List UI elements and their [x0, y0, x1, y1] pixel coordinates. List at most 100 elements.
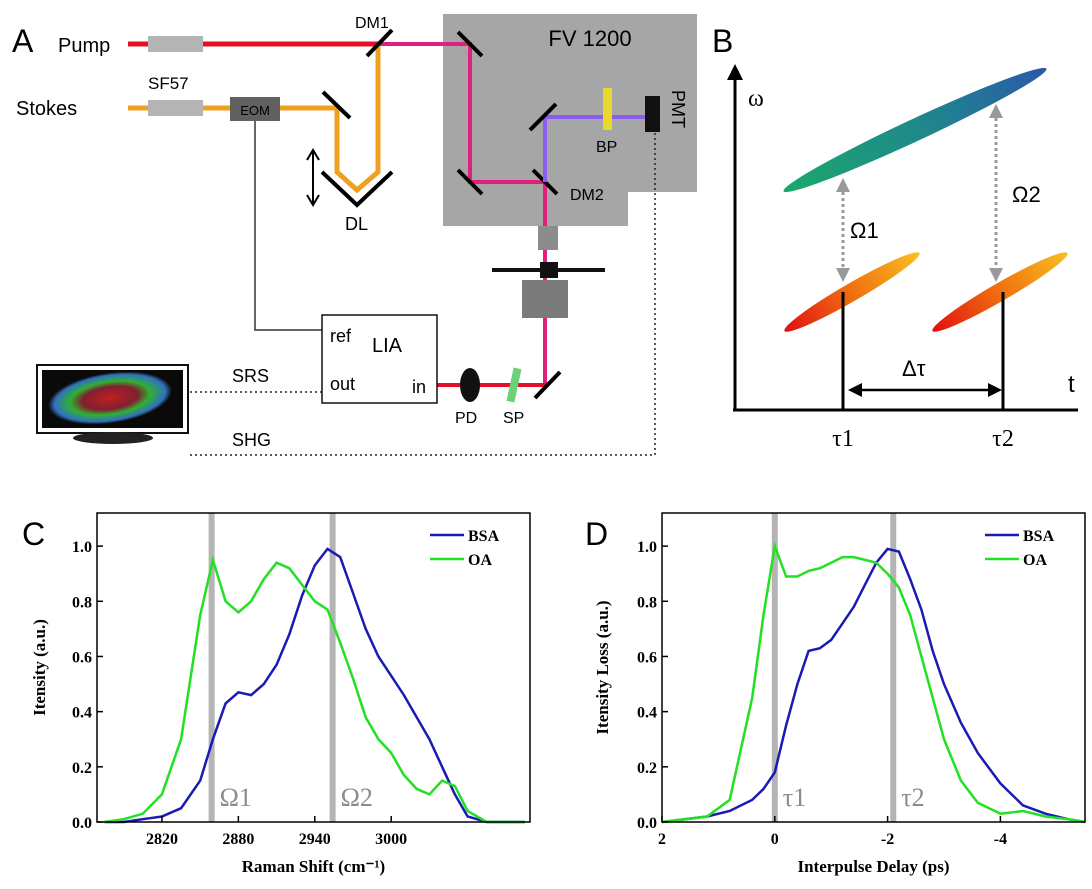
- marker-label: Ω2: [341, 783, 373, 812]
- y-tick-label: 0.8: [637, 594, 657, 611]
- x-tick-label: 2940: [299, 831, 331, 848]
- panel-a: A FV 1200 Pump SF57 Stokes EOM DL DM1 DM…: [12, 14, 697, 456]
- y-tick-label: 0.6: [637, 649, 657, 666]
- pump-pulse: [784, 252, 920, 332]
- arrow-head: [727, 64, 743, 80]
- legend-label: BSA: [468, 528, 500, 545]
- label: Stokes: [16, 98, 77, 120]
- delay-beam: [280, 44, 381, 194]
- dichroic-mirror: [365, 28, 394, 58]
- label: PD: [455, 410, 477, 427]
- label: Δτ: [902, 356, 926, 381]
- bandpass-filter: [603, 88, 612, 130]
- label: DM2: [570, 187, 604, 204]
- x-tick-label: 0: [771, 831, 779, 848]
- label: SF57: [148, 74, 189, 93]
- series-line: [104, 547, 525, 824]
- label: in: [412, 377, 426, 397]
- x-tick-label: 2820: [146, 831, 178, 848]
- series-line: [661, 541, 1086, 824]
- label: ref: [330, 326, 352, 346]
- y-tick-label: 0.0: [72, 815, 92, 832]
- mirror: [321, 90, 352, 120]
- label: Ω1: [850, 218, 879, 243]
- legend-label: OA: [1023, 552, 1047, 569]
- objective: [522, 280, 568, 318]
- ref-cable: [254, 121, 322, 331]
- x-tick-label: -2: [881, 831, 894, 848]
- x-axis-label: Raman Shift (cm⁻¹): [242, 857, 385, 876]
- label: LIA: [372, 335, 403, 357]
- mirror: [533, 370, 562, 400]
- arrow-head: [989, 104, 1003, 118]
- legend-label: BSA: [1023, 528, 1055, 545]
- mirror: [528, 102, 558, 132]
- panel-label: D: [585, 516, 608, 552]
- condenser: [538, 226, 558, 250]
- filter: [148, 36, 203, 52]
- mirror: [456, 168, 484, 196]
- y-axis-label: Itensity (a.u.): [30, 619, 49, 716]
- y-tick-label: 0.8: [72, 594, 92, 611]
- monitor-stand: [73, 432, 153, 444]
- panel-label: B: [712, 23, 733, 59]
- y-tick-label: 0.4: [72, 705, 92, 722]
- mirror: [456, 30, 484, 58]
- label: Pump: [58, 35, 110, 57]
- label: SRS: [232, 366, 269, 386]
- label: DL: [345, 214, 368, 234]
- y-tick-label: 1.0: [72, 539, 92, 556]
- label: Ω2: [1012, 182, 1041, 207]
- label: FV 1200: [548, 26, 631, 51]
- label: SP: [503, 410, 524, 427]
- charts: C Ω1 Ω2 0.0 0.2 0.4 0.6 0.8 1.0 2820 2880 2940 3000 R…: [22, 512, 1086, 876]
- plot-frame: [96, 512, 531, 823]
- x-tick-label: -4: [994, 831, 1007, 848]
- sample: [540, 262, 558, 278]
- y-tick-label: 0.4: [637, 705, 657, 722]
- series-line: [661, 547, 1086, 824]
- delay-line: [320, 170, 394, 208]
- panel-label: C: [22, 516, 45, 552]
- marker-label: τ1: [783, 783, 806, 812]
- arrow-head: [989, 268, 1003, 282]
- marker-label: Ω1: [220, 783, 252, 812]
- label: DM1: [355, 15, 389, 32]
- stokes-pulse: [783, 67, 1047, 193]
- label: ω: [748, 86, 764, 112]
- y-tick-label: 0.2: [637, 760, 657, 777]
- label: BP: [596, 139, 617, 156]
- microscope-box: [443, 14, 697, 226]
- arrow-head: [306, 194, 320, 207]
- tissue-image: [48, 371, 172, 425]
- arrow-head: [836, 178, 850, 192]
- x-axis-label: Interpulse Delay (ps): [797, 857, 949, 876]
- line-chart: Dτ1 τ2 0.0 0.2 0.4 0.6 0.8 1.0 2 0 -2 -4 Interpulse …: [585, 512, 1086, 876]
- arrow-head: [848, 383, 862, 397]
- label: τ2: [992, 426, 1014, 452]
- y-tick-label: 0.2: [72, 760, 92, 777]
- x-tick-label: 2: [658, 831, 666, 848]
- arrow-head: [306, 148, 320, 161]
- lock-in: [321, 314, 438, 404]
- x-tick-label: 3000: [375, 831, 407, 848]
- label: out: [330, 374, 355, 394]
- y-tick-label: 0.0: [637, 815, 657, 832]
- shg-cable: [190, 133, 656, 456]
- short-pass-filter: [506, 367, 522, 403]
- y-tick-label: 1.0: [637, 539, 657, 556]
- label: SHG: [232, 430, 271, 450]
- series-line: [104, 555, 525, 824]
- pmt: [645, 96, 660, 132]
- legend-label: OA: [468, 552, 492, 569]
- y-tick-label: 0.6: [72, 649, 92, 666]
- eom: [230, 97, 280, 121]
- arrow-head: [988, 383, 1002, 397]
- pump-pulse: [932, 252, 1068, 332]
- panel-label: A: [12, 23, 34, 59]
- label: t: [1068, 371, 1075, 398]
- panel-b: B ω t Ω1 Ω2 Δτ τ1 τ2: [712, 23, 1078, 452]
- label: τ1: [832, 426, 854, 452]
- y-axis-label: Itensity Loss (a.u.): [593, 600, 612, 734]
